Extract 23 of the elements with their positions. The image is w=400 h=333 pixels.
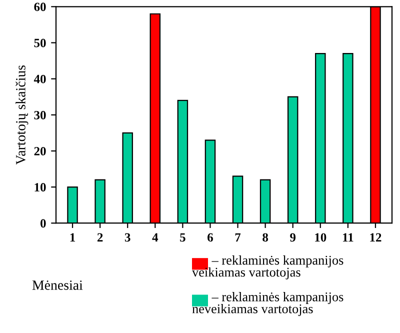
x-tick-label: 12 — [370, 233, 382, 242]
x-tick-label: 4 — [152, 233, 158, 242]
x-tick-label: 2 — [97, 233, 103, 242]
y-tick-label: 30 — [34, 110, 46, 120]
legend-label: – reklaminės kampanijos neveikiamas vartotojas — [192, 292, 344, 316]
x-axis-title: Mėnesiai — [32, 280, 83, 290]
x-tick-label: 6 — [208, 233, 213, 242]
y-tick-label: 0 — [40, 219, 46, 228]
y-tick-label: 40 — [34, 74, 46, 84]
x-tick-label: 10 — [315, 233, 326, 242]
x-tick-label: 9 — [290, 233, 296, 242]
x-tick-label: 1 — [70, 233, 76, 242]
x-tick-label: 11 — [343, 233, 354, 242]
y-axis-title: Vartotojų skaičius — [16, 65, 28, 165]
legend-label: – reklaminės kampanijos veikiamas vartotojas — [192, 255, 344, 280]
y-tick-label: 50 — [34, 38, 46, 48]
x-tick-label: 8 — [262, 233, 268, 242]
x-tick-label: 7 — [235, 233, 241, 242]
y-tick-label: 20 — [34, 146, 46, 156]
x-tick-label: 5 — [180, 233, 186, 242]
y-tick-label: 60 — [34, 2, 46, 12]
x-tick-label: 3 — [124, 233, 130, 242]
y-tick-label: 10 — [34, 183, 46, 192]
